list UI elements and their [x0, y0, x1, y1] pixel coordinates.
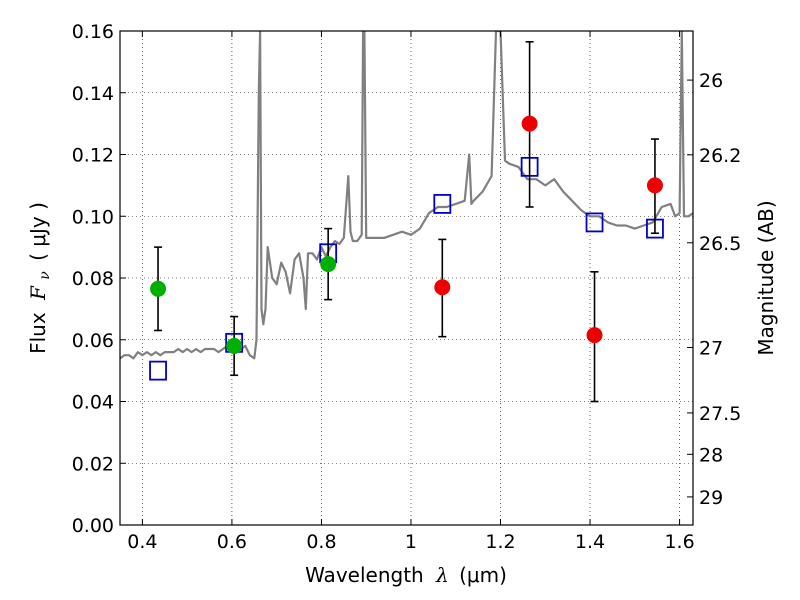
right-tick-label: 26.5: [699, 233, 741, 255]
data-point: [150, 280, 167, 297]
right-tick-label: 27: [699, 337, 723, 359]
y-tick-label: 0.10: [72, 206, 114, 228]
right-tick-label: 29: [699, 487, 723, 509]
right-tick-label: 28: [699, 444, 723, 466]
data-point: [226, 337, 243, 354]
y-tick-label: 0.14: [72, 83, 114, 105]
model-square-point: [585, 212, 604, 233]
x-axis-label: Wavelength λ (μm): [305, 563, 507, 587]
y-tick-label: 0.06: [72, 330, 114, 352]
x-tick-label: 1.6: [664, 531, 694, 553]
right-axis-label: Magnitude (AB): [754, 200, 778, 355]
y-tick-label: 0.12: [72, 145, 114, 167]
spectrum-line: [120, 31, 693, 360]
x-tick-label: 1.2: [485, 531, 515, 553]
x-tick-label: 0.6: [217, 531, 247, 553]
right-tick-label: 26: [699, 70, 723, 92]
x-tick-label: 0.4: [127, 531, 157, 553]
x-tick-label: 1.4: [575, 531, 605, 553]
plot-frame: [119, 30, 694, 526]
data-point: [586, 327, 603, 344]
x-tick-label: 0.8: [306, 531, 336, 553]
data-point: [320, 256, 337, 273]
data-point: [434, 279, 451, 296]
model-square-point: [149, 360, 167, 381]
axes: 0.4 0.6 0.8 1 1.2 1.4 1.6 0.00 0.02 0.04 0.06 0.08 0…: [72, 21, 742, 553]
y-tick-label: 0.00: [72, 515, 114, 537]
data-point: [646, 177, 663, 194]
y-tick-label: 0.04: [72, 392, 114, 414]
data-point: [521, 115, 538, 132]
y-axis-label: Flux F ν ( μJy ): [26, 202, 54, 354]
plot-area: [120, 31, 693, 525]
right-tick-label: 26.2: [699, 145, 741, 167]
model-square-point: [433, 193, 452, 214]
y-tick-label: 0.16: [72, 21, 114, 43]
y-tick-label: 0.02: [72, 453, 114, 475]
right-tick-label: 27.5: [699, 403, 741, 425]
x-tick-label: 1: [405, 531, 417, 553]
y-tick-label: 0.08: [72, 268, 114, 290]
plot-marks: [120, 31, 693, 403]
